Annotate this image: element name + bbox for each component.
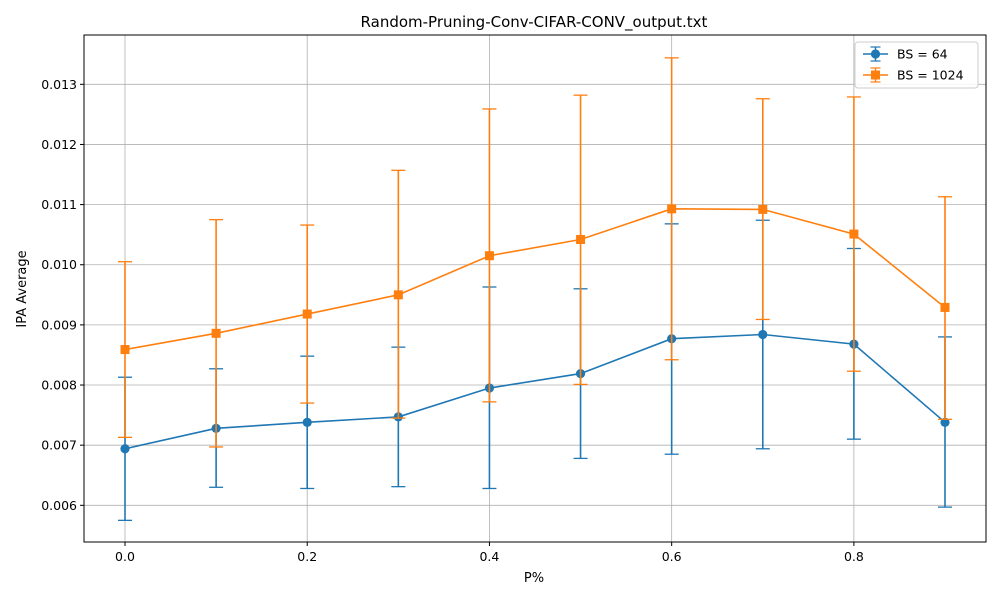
series-line xyxy=(124,208,946,351)
data-point xyxy=(940,417,950,427)
legend-label: BS = 1024 xyxy=(897,68,964,83)
data-point xyxy=(302,309,312,319)
y-tick-label: 0.008 xyxy=(41,378,77,393)
y-tick-label: 0.012 xyxy=(41,137,77,152)
y-tick-label: 0.013 xyxy=(41,77,77,92)
y-tick-label: 0.009 xyxy=(41,317,77,332)
plot-frame xyxy=(83,34,987,543)
chart-title: Random-Pruning-Conv-CIFAR-CONV_output.tx… xyxy=(361,13,708,32)
x-tick-label: 0.4 xyxy=(479,549,499,564)
legend: BS = 64 BS = 1024 xyxy=(854,41,979,89)
data-point xyxy=(940,302,950,312)
x-tick-label: 0.2 xyxy=(297,549,317,564)
x-tick-label: 0.6 xyxy=(662,549,682,564)
data-point xyxy=(302,417,312,427)
series-layer xyxy=(118,57,952,521)
y-tick-label: 0.006 xyxy=(41,498,77,513)
y-tick-label: 0.007 xyxy=(41,438,77,453)
legend-marker xyxy=(870,49,881,59)
legend-item: BS = 1024 xyxy=(863,67,964,83)
x-tick-label: 0.8 xyxy=(844,549,864,564)
x-tick-label: 0.0 xyxy=(115,549,135,564)
data-point xyxy=(120,444,130,454)
data-point xyxy=(758,204,768,214)
y-tick-label: 0.010 xyxy=(41,257,77,272)
data-point xyxy=(758,329,768,340)
data-point xyxy=(211,328,221,338)
data-point xyxy=(576,234,586,244)
y-axis-label: IPA Average xyxy=(15,250,30,327)
series-2 xyxy=(118,57,952,448)
y-tick-label: 0.011 xyxy=(41,197,77,212)
data-point xyxy=(120,345,130,355)
legend-marker xyxy=(871,70,880,80)
data-point xyxy=(393,290,403,300)
x-axis-label: P% xyxy=(524,571,544,586)
series-line xyxy=(124,333,946,450)
legend-item: BS = 64 xyxy=(863,46,948,62)
data-point xyxy=(484,251,494,261)
ticks: 0.0 0.2 0.4 0.6 0.8 0.006 0.007 0.008 0.009 0.010… xyxy=(41,77,864,564)
data-point xyxy=(849,229,859,239)
legend-label: BS = 64 xyxy=(897,47,948,62)
data-point xyxy=(667,204,677,214)
